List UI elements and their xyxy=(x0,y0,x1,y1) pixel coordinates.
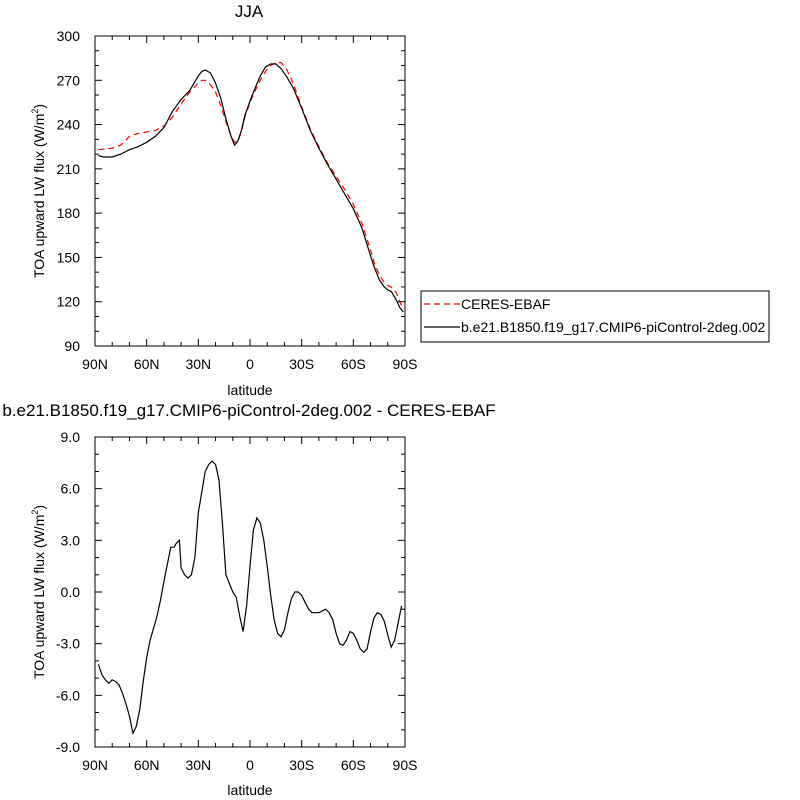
top-y-tick-label: 90 xyxy=(64,338,80,354)
bottom-y-tick-label: 3.0 xyxy=(61,532,81,548)
top-x-tick-label: 30S xyxy=(289,356,314,372)
bottom-tick-labels: 90N 60N 30N 0 30S 60S 90S 9.0 6.0 3.0 0.0 -3.0 -6.0 -… xyxy=(56,429,418,773)
legend-label-model: b.e21.B1850.f19_g17.CMIP6-piControl-2deg… xyxy=(461,319,766,335)
top-x-tick-label: 90N xyxy=(82,356,108,372)
top-x-tick-label: 60N xyxy=(134,356,160,372)
top-series-line-1 xyxy=(98,63,404,313)
bottom-x-tick-label: 30S xyxy=(289,757,314,773)
legend-box xyxy=(420,290,770,343)
bottom-x-tick-label: 90S xyxy=(393,757,418,773)
bottom-series-lines xyxy=(97,460,403,736)
top-ylabel-main: TOA upward LW flux (W/m xyxy=(31,114,47,278)
bottom-y-tick-label: -3.0 xyxy=(56,636,80,652)
bottom-x-tick-label: 60S xyxy=(341,757,366,773)
top-series-lines xyxy=(98,61,404,313)
top-tick-labels: 90N 60N 30N 0 30S 60S 90S 300 270 240 210 180 150 120… xyxy=(57,28,418,372)
bottom-x-tick-label: 30N xyxy=(185,757,211,773)
top-y-tick-label: 240 xyxy=(57,117,81,133)
top-title: JJA xyxy=(235,2,264,21)
bottom-panel: b.e21.B1850.f19_g17.CMIP6-piControl-2deg… xyxy=(2,401,495,798)
top-x-tick-label: 0 xyxy=(246,356,254,372)
top-x-tick-label: 90S xyxy=(393,356,418,372)
bottom-title: b.e21.B1850.f19_g17.CMIP6-piControl-2deg… xyxy=(2,401,495,420)
top-series-line-0 xyxy=(98,61,404,310)
bottom-x-tick-label: 90N xyxy=(82,757,108,773)
top-xlabel: latitude xyxy=(227,382,272,398)
top-y-tick-label: 300 xyxy=(57,28,81,44)
bottom-y-tick-label: 6.0 xyxy=(61,481,81,497)
top-y-tick-label: 210 xyxy=(57,161,81,177)
bottom-ylabel-end: ) xyxy=(31,505,47,510)
bottom-x-tick-label: 0 xyxy=(246,757,254,773)
bottom-xlabel: latitude xyxy=(227,782,272,798)
top-x-tick-label: 60S xyxy=(341,356,366,372)
bottom-y-tick-label: 0.0 xyxy=(61,584,81,600)
bottom-ylabel-main: TOA upward LW flux (W/m xyxy=(31,515,47,679)
bottom-y-tick-label: -9.0 xyxy=(56,739,80,755)
top-ylabel-end: ) xyxy=(31,104,47,109)
bottom-plot-frame xyxy=(94,436,406,748)
top-ylabel: TOA upward LW flux (W/m2) xyxy=(30,104,47,278)
top-y-tick-label: 180 xyxy=(57,205,81,221)
legend: CERES-EBAF b.e21.B1850.f19_g17.CMIP6-piC… xyxy=(420,290,770,343)
bottom-ylabel: TOA upward LW flux (W/m2) xyxy=(30,505,47,679)
bottom-series-line-0 xyxy=(97,460,403,736)
top-plot-frame xyxy=(94,35,406,347)
top-ylabel-sup: 2 xyxy=(30,109,40,114)
bottom-ylabel-sup: 2 xyxy=(30,510,40,515)
bottom-x-tick-label: 60N xyxy=(134,757,160,773)
bottom-y-tick-label: 9.0 xyxy=(61,429,81,445)
legend-label-ceres: CERES-EBAF xyxy=(461,296,550,312)
top-y-tick-label: 270 xyxy=(57,72,81,88)
top-x-tick-label: 30N xyxy=(185,356,211,372)
bottom-y-tick-label: -6.0 xyxy=(56,687,80,703)
top-panel: JJA 90N 60N 30N 0 30S 60S 90S 300 270 240 210 180 15… xyxy=(30,2,417,398)
top-y-tick-label: 120 xyxy=(57,294,81,310)
top-y-tick-label: 150 xyxy=(57,249,81,265)
